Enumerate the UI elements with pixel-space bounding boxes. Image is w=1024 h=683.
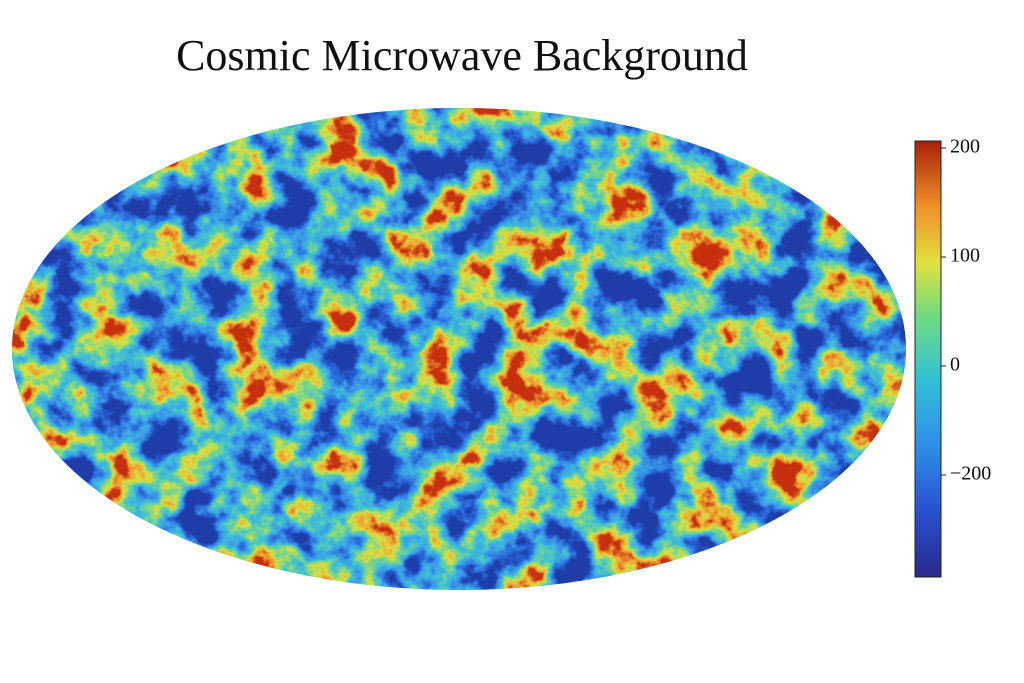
chart-title: Cosmic Microwave Background — [176, 31, 748, 80]
colorbar-ticks: 200 100 0 −200 — [941, 136, 991, 485]
sky-map — [12, 108, 906, 590]
colorbar — [914, 140, 942, 578]
colorbar-tick-label: −200 — [950, 463, 991, 485]
colorbar-tick-label: 200 — [950, 136, 980, 158]
colorbar-tick-label: 0 — [950, 354, 960, 376]
colorbar-tick-label: 100 — [950, 245, 980, 267]
